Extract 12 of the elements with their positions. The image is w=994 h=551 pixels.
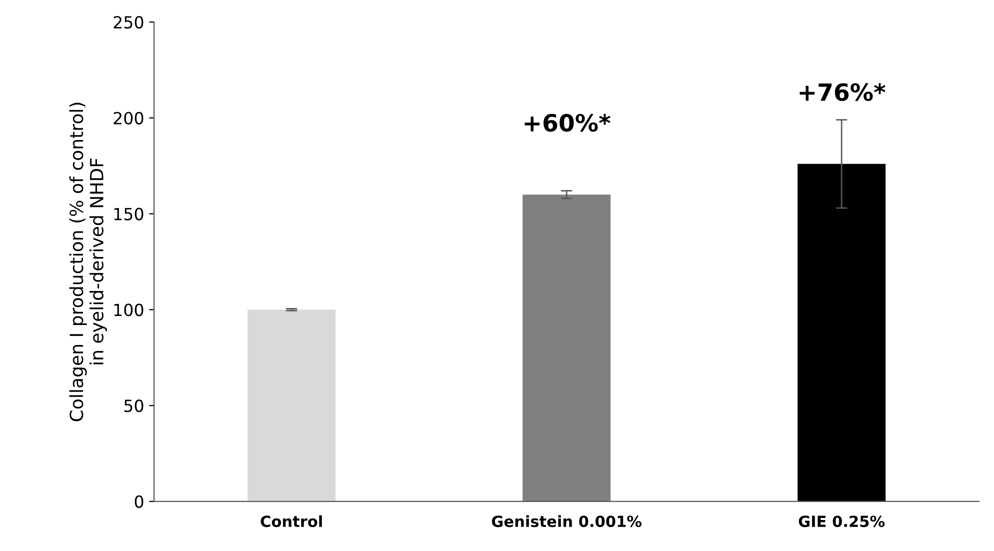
y-tick-label: 50 (124, 400, 144, 412)
y-tick-label: 200 (114, 112, 144, 124)
y-tick-label: 150 (114, 208, 144, 220)
x-tick-label: GIE 0.25% (798, 516, 885, 528)
y-tick-label: 250 (114, 16, 144, 29)
annotation: +60%* (524, 114, 610, 132)
y-axis-title: Collagen I production (% of control) in eyelid-derived NHDF (69, 102, 107, 422)
x-tick-label: Genistein 0.001% (492, 515, 642, 528)
y-tick-label: 100 (114, 304, 144, 316)
x-tick-label: Control (260, 515, 322, 528)
annotation: +76%* (800, 83, 886, 102)
y-tick-label: 0 (134, 495, 144, 508)
